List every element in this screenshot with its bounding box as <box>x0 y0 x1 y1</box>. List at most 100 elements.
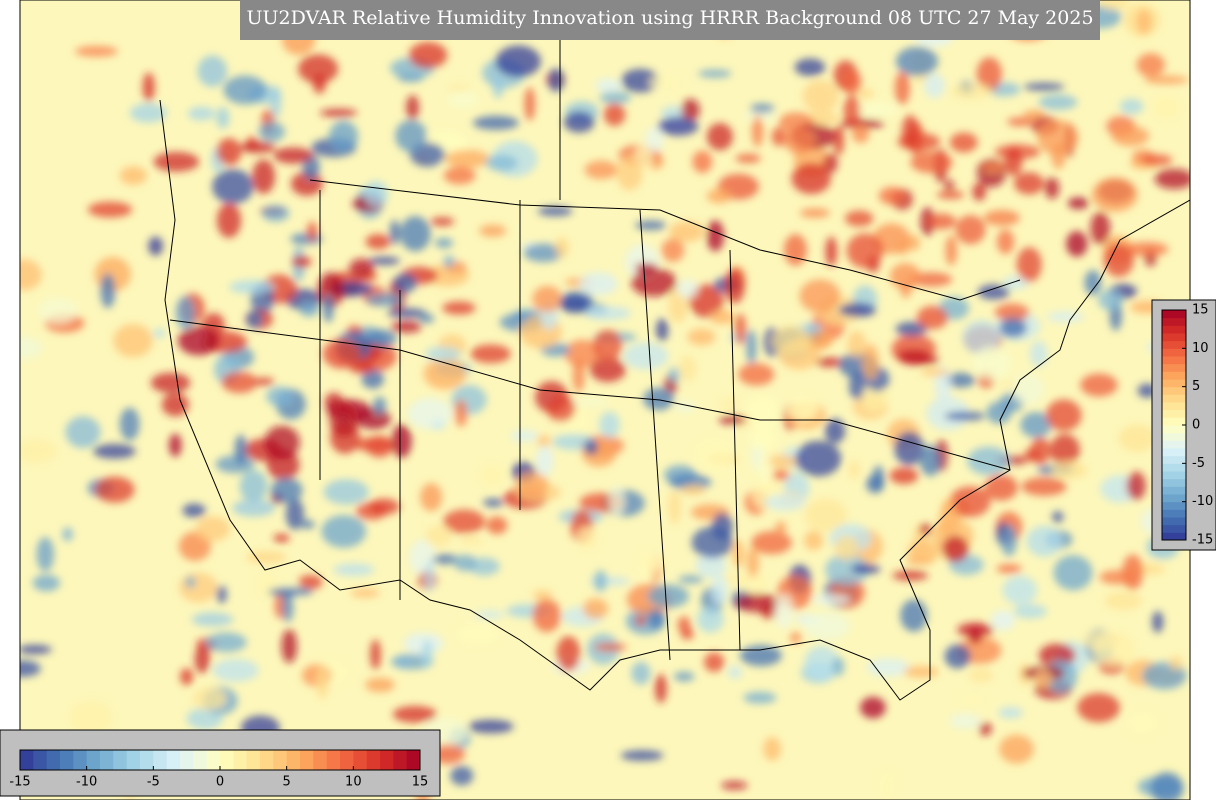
field-blob <box>746 547 760 578</box>
colorbar-segment <box>1162 371 1186 380</box>
field-blob <box>660 106 689 121</box>
field-blob <box>648 76 682 88</box>
field-blob <box>739 645 782 667</box>
field-blob <box>795 440 842 477</box>
colorbar-segment <box>1162 333 1186 342</box>
field-blob <box>113 323 153 358</box>
field-blob <box>1144 75 1189 85</box>
field-blob <box>594 570 607 592</box>
colorbar-segment <box>1162 532 1186 541</box>
field-blob <box>399 216 431 252</box>
field-blob <box>898 239 909 256</box>
field-blob <box>510 430 539 442</box>
field-blob <box>771 127 786 147</box>
field-blob <box>620 750 664 761</box>
field-blob <box>455 623 500 645</box>
field-blob <box>195 516 230 542</box>
field-blob <box>234 434 247 465</box>
field-blob <box>20 660 41 678</box>
field-blob <box>943 180 955 191</box>
field-blob <box>69 700 113 736</box>
field-blob <box>368 256 401 266</box>
field-blob <box>479 463 507 488</box>
field-blob <box>942 535 969 563</box>
field-blob <box>802 79 839 113</box>
field-blob <box>205 632 247 653</box>
field-blob <box>979 722 992 736</box>
field-blob <box>443 166 476 185</box>
field-blob <box>865 474 884 494</box>
field-blob <box>907 540 941 562</box>
field-blob <box>1150 772 1184 800</box>
field-blob <box>910 151 953 174</box>
field-blob <box>599 91 632 105</box>
field-blob <box>1127 711 1159 735</box>
field-blob <box>443 509 486 534</box>
field-blob <box>1000 525 1017 557</box>
field-blob <box>576 526 599 550</box>
colorbar-tick-label: 10 <box>345 775 362 790</box>
field-blob <box>589 357 626 382</box>
field-blob <box>316 665 329 700</box>
field-blob <box>87 201 133 218</box>
field-blob <box>706 220 725 252</box>
field-blob <box>848 372 866 400</box>
colorbar-segment <box>233 750 248 770</box>
field-blob <box>920 368 949 377</box>
field-blob <box>365 677 395 693</box>
field-blob <box>273 533 290 543</box>
field-blob <box>564 339 602 368</box>
field-blob <box>850 563 881 575</box>
field-blob <box>252 159 276 194</box>
colorbar-segment <box>313 750 328 770</box>
field-blob <box>349 258 374 278</box>
colorbar-segment <box>46 750 61 770</box>
field-blob <box>285 498 305 530</box>
field-blob <box>281 629 297 664</box>
field-blob <box>430 217 455 226</box>
field-blob <box>366 435 393 458</box>
field-blob <box>239 469 268 503</box>
field-blob <box>631 661 651 685</box>
field-blob <box>547 68 565 92</box>
field-blob <box>936 190 965 200</box>
field-blob <box>470 344 511 364</box>
field-blob <box>363 181 389 208</box>
colorbar-segment <box>286 750 301 770</box>
field-blob <box>185 576 196 589</box>
colorbar-segment <box>1162 432 1186 441</box>
field-blob <box>366 329 397 348</box>
field-blob <box>763 736 782 761</box>
field-blob <box>1007 117 1035 127</box>
field-blob <box>392 705 437 723</box>
colorbar-segment <box>393 750 408 770</box>
field-blob <box>572 359 585 393</box>
field-blob <box>706 188 732 204</box>
field-blob <box>1154 168 1190 189</box>
colorbar-segment <box>126 750 141 770</box>
field-blob <box>698 69 732 78</box>
field-blob <box>582 598 609 619</box>
field-blob <box>298 574 323 590</box>
field-blob <box>216 106 230 129</box>
field-blob <box>924 73 945 99</box>
field-blob <box>959 695 987 704</box>
field-blob <box>212 169 254 204</box>
field-blob <box>442 301 476 315</box>
field-blob <box>321 515 367 548</box>
field-blob <box>372 396 387 415</box>
field-blob <box>894 71 910 105</box>
field-blob <box>999 734 1034 764</box>
field-blob <box>349 363 375 374</box>
field-blob <box>608 485 625 517</box>
colorbar-tick-label: 15 <box>1192 303 1209 318</box>
field-blob <box>680 628 694 640</box>
field-blob <box>1151 611 1164 633</box>
field-blob <box>687 328 716 346</box>
field-blob <box>215 455 255 474</box>
field-blob <box>709 309 735 325</box>
field-blob <box>644 126 665 153</box>
field-blob <box>808 330 832 349</box>
field-blob <box>812 593 851 606</box>
field-blob <box>197 55 228 87</box>
